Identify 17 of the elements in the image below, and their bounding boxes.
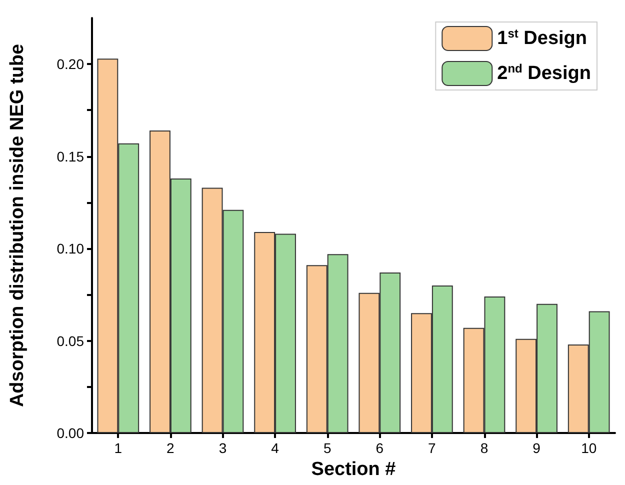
x-tick-label: 6 bbox=[376, 440, 384, 456]
x-axis-title: Section # bbox=[311, 459, 396, 480]
x-tick-label: 1 bbox=[114, 440, 122, 456]
y-tick-label: 0.15 bbox=[56, 148, 84, 164]
y-tick-label: 0.20 bbox=[56, 56, 84, 72]
x-tick-label: 4 bbox=[271, 440, 280, 456]
x-tick-label: 10 bbox=[581, 440, 597, 456]
x-tick-label: 3 bbox=[218, 440, 227, 456]
x-tick-label: 2 bbox=[166, 440, 175, 456]
x-tick-label: 7 bbox=[428, 440, 436, 456]
y-axis-title: Adsorption distribution inside NEG tube bbox=[7, 44, 28, 408]
x-tick-label: 9 bbox=[532, 440, 541, 456]
y-tick-label: 0.10 bbox=[56, 240, 84, 257]
y-tick-label: 0.05 bbox=[56, 332, 84, 349]
x-tick-label: 8 bbox=[480, 440, 488, 456]
y-tick-label: 0.00 bbox=[56, 425, 84, 441]
x-tick-label: 5 bbox=[323, 440, 332, 456]
